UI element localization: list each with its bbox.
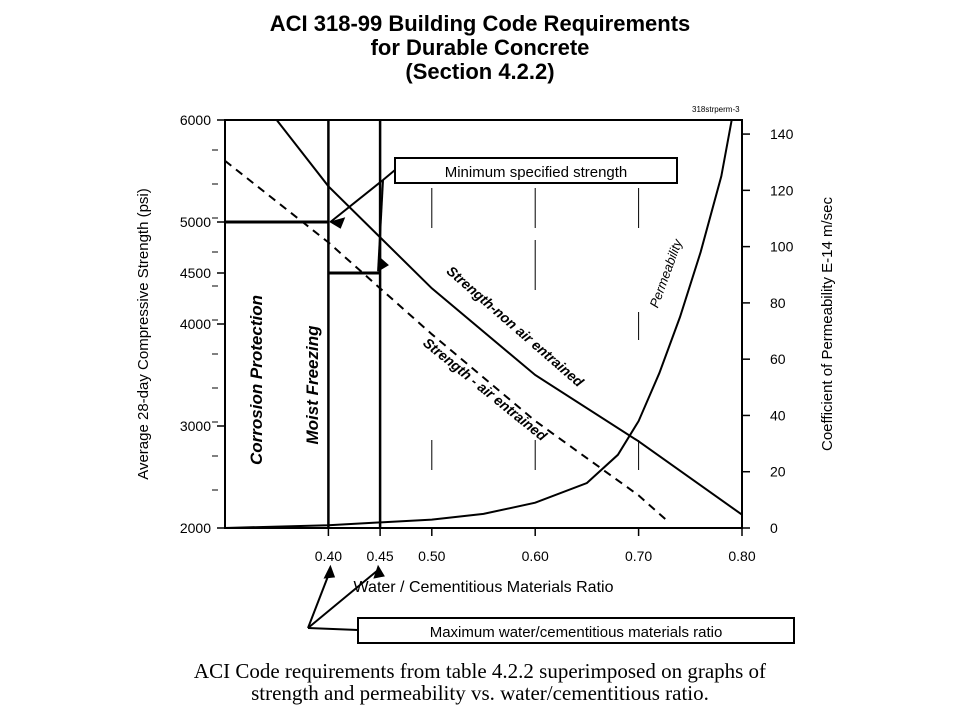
series-line-0 [275, 119, 743, 516]
chart-title-line-3: (Section 4.2.2) [405, 59, 555, 84]
arrow-to-040 [307, 569, 332, 629]
callout-leader [382, 169, 396, 181]
region-label-corrosion: Corrosion Protection [247, 295, 266, 465]
caption-line-1: ACI Code requirements from table 4.2.2 s… [193, 659, 767, 683]
chart-title-line-1: ACI 318-99 Building Code Requirements [269, 11, 691, 36]
y-tick-label-left: 4000 [180, 316, 211, 332]
y-tick-label-right: 80 [770, 295, 786, 311]
y-tick-label-right: 20 [770, 464, 786, 480]
caption-line-2: strength and permeability vs. water/ceme… [251, 681, 709, 705]
x-tick-label: 0.60 [522, 548, 549, 564]
series-label-air: Strength - air entrained [420, 334, 550, 444]
arrowhead-4500 [377, 257, 389, 272]
series-line-1 [224, 160, 671, 524]
callout-leader [307, 627, 359, 631]
callout-box-max-ratio [357, 617, 795, 644]
x-tick-label: 0.70 [625, 548, 652, 564]
x-axis-label: Water / Cementitious Materials Ratio [354, 579, 614, 596]
x-tick-label: 0.80 [728, 548, 755, 564]
arrowhead-5000 [329, 217, 346, 229]
arrow-to-5000 [329, 179, 384, 223]
series-label-permeability: Permeability [646, 236, 685, 310]
x-tick-label: 0.45 [366, 548, 393, 564]
arrow-to-045 [307, 569, 379, 629]
y-axis-label-right: Coefficient of Permeability E-14 m/sec [819, 197, 836, 451]
y-tick-label-right: 40 [770, 407, 786, 423]
arrow-to-4500 [377, 179, 384, 272]
callout-box-min-strength [394, 157, 678, 184]
y-tick-label-right: 0 [770, 520, 778, 536]
series-line-2 [224, 119, 733, 529]
y-tick-label-left: 4500 [180, 265, 211, 281]
y-tick-label-left: 3000 [180, 418, 211, 434]
y-tick-label-left: 5000 [180, 214, 211, 230]
x-tick-label: 0.50 [418, 548, 445, 564]
arrowhead-045 [373, 564, 385, 579]
y-tick-label-right: 60 [770, 351, 786, 367]
y-tick-label-right: 100 [770, 239, 794, 255]
chart-title-line-2: for Durable Concrete [370, 35, 590, 60]
y-tick-label-right: 140 [770, 126, 794, 142]
y-axis-label-left: Average 28-day Compressive Strength (psi… [135, 188, 152, 480]
callout-max-ratio: Maximum water/cementitious materials rat… [430, 624, 723, 641]
y-tick-label-left: 6000 [180, 112, 211, 128]
y-tick-label-left: 2000 [180, 520, 211, 536]
region-label-moist-freezing: Moist Freezing [303, 325, 322, 445]
arrowhead-040 [323, 564, 336, 579]
figure-id: 318strperm-3 [692, 105, 740, 114]
x-tick-label: 0.40 [315, 548, 342, 564]
y-tick-label-right: 120 [770, 182, 794, 198]
callout-min-strength: Minimum specified strength [445, 164, 628, 181]
